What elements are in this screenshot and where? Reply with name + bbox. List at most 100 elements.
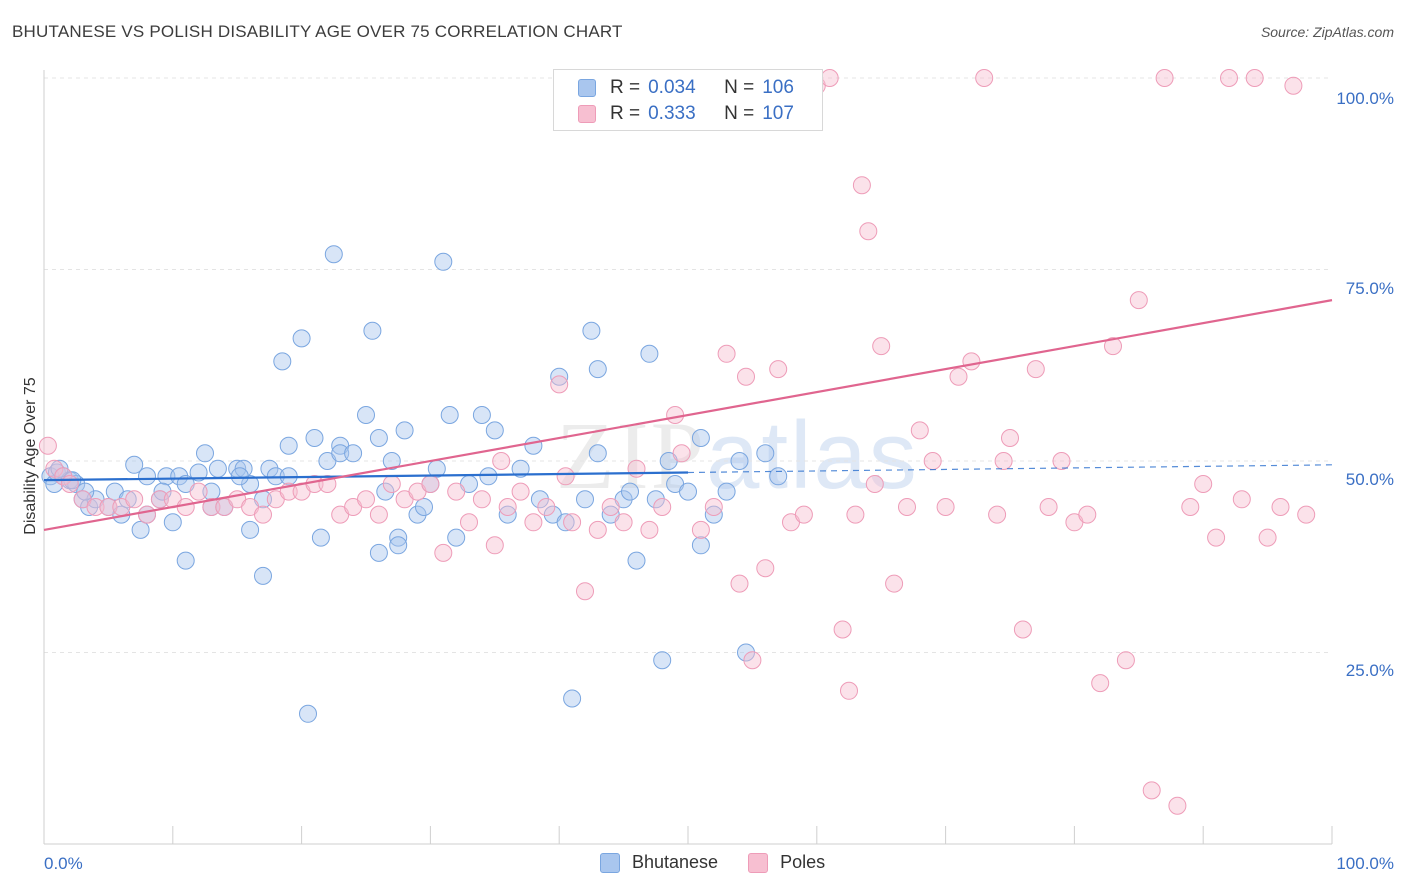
data-point <box>492 452 511 470</box>
data-point <box>756 559 775 578</box>
data-point <box>1155 69 1174 87</box>
data-point <box>704 505 723 524</box>
data-point <box>1104 337 1122 356</box>
data-point <box>576 582 594 601</box>
data-point <box>189 463 208 482</box>
data-point <box>421 475 440 493</box>
poles-points <box>38 69 1316 815</box>
data-point <box>691 520 710 539</box>
data-point <box>395 421 414 440</box>
data-point <box>344 444 363 463</box>
data-point <box>691 536 710 555</box>
data-point <box>434 543 453 562</box>
data-point <box>80 498 99 516</box>
chart-title: BHUTANESE VS POLISH DISABILITY AGE OVER … <box>12 22 623 41</box>
data-point <box>640 520 659 539</box>
data-point <box>653 651 672 670</box>
data-point <box>730 452 749 470</box>
data-point <box>524 436 543 455</box>
y-tick-25: 25.0% <box>1346 661 1394 680</box>
data-point <box>479 467 498 486</box>
data-point <box>292 329 311 348</box>
legend-item-poles: Poles <box>748 852 825 873</box>
data-point <box>646 490 665 509</box>
data-point <box>1181 498 1200 516</box>
data-point <box>389 528 408 547</box>
data-point <box>923 452 942 470</box>
n-value: 107 <box>762 103 794 124</box>
data-point <box>556 467 575 486</box>
r-value: 0.333 <box>648 103 696 124</box>
data-point <box>576 490 594 509</box>
data-point <box>653 498 672 516</box>
data-point <box>447 528 466 547</box>
data-point <box>440 406 459 424</box>
source-label: Source: ZipAtlas.com <box>1260 24 1394 40</box>
data-point <box>1271 498 1290 516</box>
legend-label-bhutanese: Bhutanese <box>632 852 719 872</box>
data-point <box>1258 528 1277 547</box>
data-point <box>865 475 884 493</box>
y-tick-75: 75.0% <box>1346 279 1394 298</box>
data-point <box>627 459 646 478</box>
data-point <box>415 498 433 516</box>
data-point <box>820 69 839 87</box>
data-point <box>885 574 904 593</box>
data-point <box>99 498 118 516</box>
data-point <box>769 467 788 486</box>
data-point <box>125 455 144 474</box>
data-point <box>1284 76 1303 95</box>
data-point <box>621 482 639 501</box>
data-point <box>485 536 504 555</box>
legend-item-bhutanese: Bhutanese <box>600 852 718 873</box>
y-tick-100: 100.0% <box>1336 89 1394 108</box>
data-point <box>254 505 272 524</box>
y-tick-50: 50.0% <box>1346 470 1394 489</box>
data-point <box>582 321 601 340</box>
data-point <box>408 505 427 524</box>
data-point <box>511 459 530 478</box>
data-point <box>679 482 697 501</box>
data-point <box>357 406 375 424</box>
data-point <box>176 551 195 570</box>
data-point <box>498 505 517 524</box>
data-point <box>324 245 343 264</box>
data-point <box>898 498 916 516</box>
data-point <box>1052 452 1071 470</box>
data-point <box>357 490 375 509</box>
data-point <box>949 367 968 386</box>
data-point <box>730 574 749 593</box>
data-point <box>202 498 221 516</box>
data-point <box>640 344 659 363</box>
blue-swatch <box>600 852 620 873</box>
legend-row-bhutanese: R = 0.034 N = 106 <box>578 76 794 100</box>
data-point <box>691 429 710 447</box>
data-point <box>1207 528 1226 547</box>
data-point <box>170 467 189 486</box>
data-point <box>485 421 504 440</box>
data-point <box>601 498 620 516</box>
data-point <box>369 429 388 447</box>
data-point <box>382 452 401 470</box>
data-point <box>511 482 530 501</box>
data-point <box>1078 505 1097 524</box>
data-point <box>157 467 176 486</box>
data-point <box>150 490 169 509</box>
data-point <box>737 367 755 386</box>
data-point <box>1194 475 1213 493</box>
data-point <box>1245 69 1264 87</box>
stats-legend: R = 0.034 N = 106 R = 0.333 N = 107 <box>553 69 823 131</box>
data-point <box>189 482 208 501</box>
data-point <box>176 498 195 516</box>
data-point <box>389 536 408 555</box>
watermark-atlas: atlas <box>706 402 919 509</box>
data-point <box>472 406 491 424</box>
data-point <box>530 490 549 509</box>
x-ticks <box>43 826 1333 844</box>
data-point <box>125 490 144 509</box>
data-point <box>1001 429 1019 447</box>
data-point <box>1129 291 1148 310</box>
data-point <box>840 681 858 700</box>
data-point <box>1142 781 1161 800</box>
